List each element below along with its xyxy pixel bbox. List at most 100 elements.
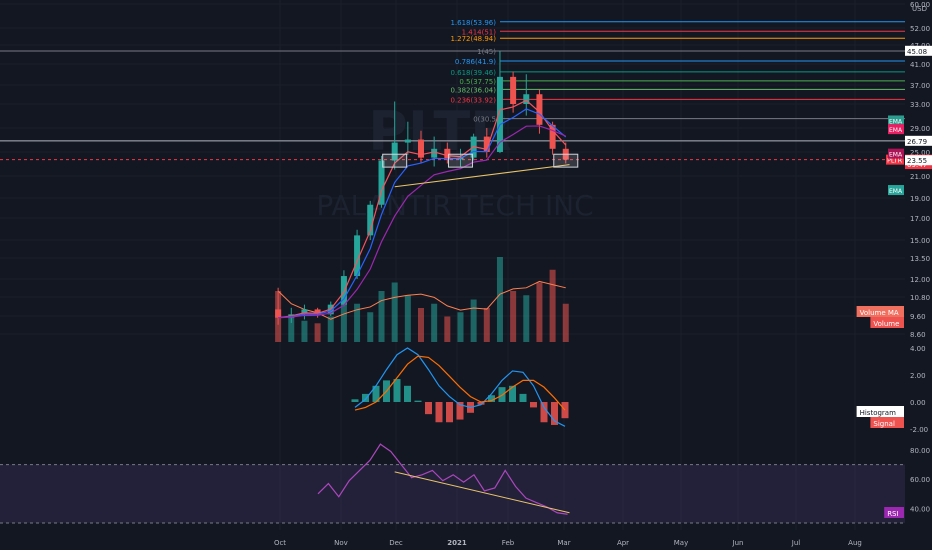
volume-bar	[404, 295, 411, 342]
volume-bar	[523, 295, 530, 342]
macd-histogram-bar	[425, 402, 432, 415]
fib-label: 0.5(37.75)	[459, 78, 496, 86]
ema-badge-text: EMA	[889, 127, 903, 134]
volume-bar	[562, 303, 569, 342]
price-badge-text: 45.08	[907, 48, 927, 56]
volume-bar	[314, 323, 321, 342]
rsi-tick: 60.00	[910, 476, 930, 484]
volume-bar	[457, 312, 464, 342]
rsi-label: RSI	[887, 510, 898, 518]
price-tick: 17.00	[910, 215, 930, 223]
price-tick: 15.00	[910, 237, 930, 245]
grid	[0, 0, 905, 530]
time-tick: Jun	[732, 539, 744, 547]
macd-pane	[351, 347, 569, 427]
price-tick: 9.60	[910, 313, 926, 321]
histogram-label: Histogram	[860, 409, 896, 417]
rsi-band-fill	[0, 464, 905, 523]
price-tick: 41.00	[910, 61, 930, 69]
ema-line	[278, 99, 567, 319]
macd-histogram-bar	[477, 402, 485, 405]
candle-body	[549, 124, 556, 149]
time-tick: Nov	[334, 539, 348, 547]
time-tick: Apr	[617, 539, 629, 547]
ema-lines	[278, 99, 567, 319]
volume-bar	[536, 282, 543, 342]
fib-label: 0(30.5	[473, 116, 496, 124]
signal-label-bg	[870, 417, 904, 428]
histogram-label-bg	[856, 406, 904, 417]
ema-badge	[888, 185, 904, 196]
price-tick: 25.00	[910, 149, 930, 157]
time-axis-bg	[0, 530, 932, 550]
volume-bar	[378, 291, 385, 342]
ema-line	[278, 108, 567, 319]
ema-line	[278, 125, 566, 319]
candle-body	[536, 94, 543, 125]
price-tick: 10.80	[910, 294, 930, 302]
candle-body	[314, 309, 321, 315]
candle-body	[483, 136, 490, 152]
trendline	[394, 164, 570, 188]
macd-tick: 0.00	[910, 399, 926, 407]
candle-body	[354, 235, 361, 277]
price-axis[interactable]: 4.002.000.00-2.0080.0060.0040.00USD60.00…	[856, 1, 932, 518]
rsi-line	[317, 443, 568, 515]
price-badge	[905, 45, 932, 56]
macd-tick: -2.00	[910, 426, 928, 434]
fib-label: 0.382(36.04)	[450, 86, 496, 94]
macd-histogram-bar	[446, 402, 453, 423]
candle-body	[418, 139, 424, 158]
price-tick: 13.50	[910, 255, 930, 263]
time-tick: Aug	[848, 539, 862, 547]
fib-label: 0.618(39.46)	[450, 69, 496, 77]
candle-body	[340, 276, 347, 305]
volume-bar	[496, 257, 503, 342]
support-box	[382, 153, 408, 168]
macd-histogram-bar	[456, 402, 464, 420]
signal-label: Signal	[873, 420, 895, 428]
candle-body	[275, 309, 282, 318]
time-tick: 2021	[447, 539, 467, 547]
time-tick: May	[674, 539, 688, 547]
volume-bar	[367, 312, 374, 342]
price-badge	[905, 135, 932, 146]
price-tick: 52.00	[910, 25, 930, 33]
macd-histogram-bar	[393, 379, 401, 402]
volume-bar	[340, 295, 347, 342]
fib-label: 1.272(48.94)	[450, 35, 496, 43]
time-tick: Jul	[791, 539, 801, 547]
rsi-tick: 40.00	[910, 505, 930, 513]
ema-badge-text: EMA	[889, 152, 903, 159]
price-badge	[905, 155, 932, 166]
rsi-tick: 80.00	[910, 447, 930, 455]
volume-bar	[354, 303, 361, 342]
price-tick: 60.00	[910, 1, 930, 9]
candle-body	[510, 76, 517, 104]
support-boxes[interactable]	[382, 153, 579, 168]
time-axis[interactable]: Oct Nov Dec 2021 Feb Mar Apr May Jun Jul Aug	[0, 530, 932, 550]
volume-label-bg	[870, 317, 904, 328]
ema-badge-text: EMA	[889, 188, 903, 195]
candle-body	[404, 139, 411, 143]
trendline	[394, 471, 570, 514]
ema-badge-text: EMA	[889, 118, 903, 125]
trendlines[interactable]	[394, 164, 570, 514]
watermark: PLTR PALANTIR TECH INC	[316, 100, 593, 222]
macd-tick: 4.00	[910, 345, 926, 353]
time-tick: Mar	[557, 539, 570, 547]
rsi-label-bg	[884, 507, 904, 518]
macd-histogram-bar	[414, 400, 422, 402]
rsi-band	[0, 464, 905, 524]
fib-label: 1.414(51)	[462, 28, 497, 36]
fib-label: 1(45)	[477, 48, 496, 56]
ema-badge	[888, 124, 904, 135]
volume-bar	[431, 303, 438, 342]
price-tick: 33.00	[910, 101, 930, 109]
volume-ma-label-bg	[856, 306, 904, 317]
candle-body	[367, 204, 374, 236]
macd-histogram-bar	[488, 395, 495, 402]
support-box	[553, 153, 579, 168]
fib-label: 1.618(53.96)	[450, 19, 496, 27]
